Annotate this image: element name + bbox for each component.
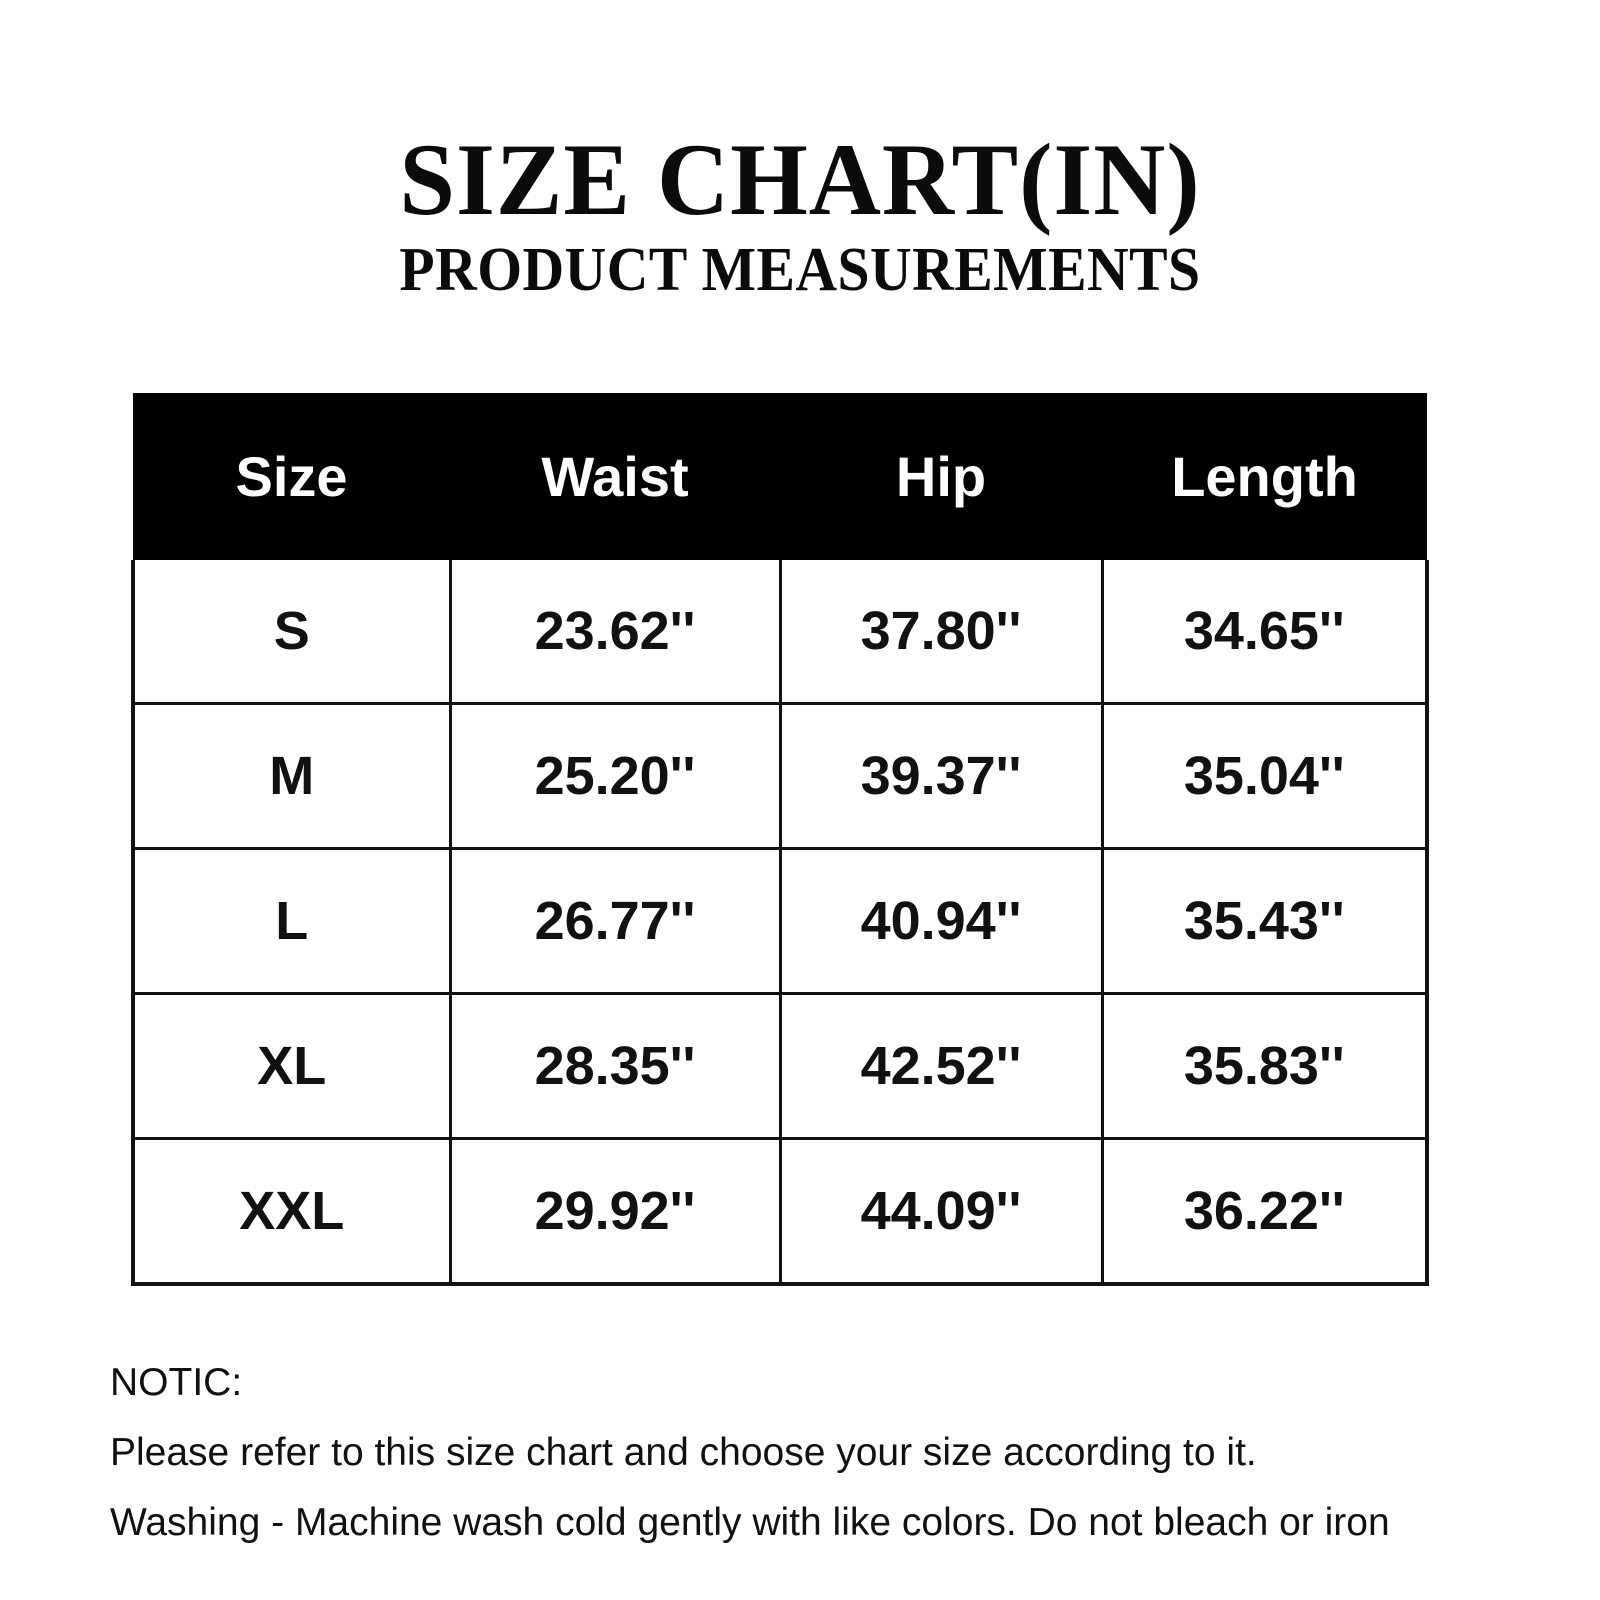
column-header-size: Size [133,393,450,560]
table-row: M 25.20'' 39.37'' 35.04'' [131,702,1429,850]
cell-size: XXL [131,1137,452,1286]
cell-waist: 29.92'' [448,1137,782,1286]
table-header: Size Waist Hip Length [133,393,1427,560]
column-header-waist: Waist [450,393,780,560]
table-row: S 23.62'' 37.80'' 34.65'' [131,560,1429,705]
cell-waist: 23.62'' [448,560,782,705]
cell-hip: 40.94'' [778,847,1104,995]
page-subtitle: PRODUCT MEASUREMENTS [399,236,1201,305]
cell-waist: 26.77'' [448,847,782,995]
cell-waist: 25.20'' [448,702,782,850]
cell-size: XL [131,992,452,1140]
cell-length: 35.83'' [1100,992,1429,1140]
cell-waist: 28.35'' [448,992,782,1140]
table-header-row: Size Waist Hip Length [133,393,1427,560]
cell-size: S [131,560,452,705]
cell-length: 34.65'' [1100,560,1429,705]
notice-heading: NOTIC: [110,1361,243,1404]
title-block: SIZE CHART(IN) PRODUCT MEASUREMENTS [0,123,1600,305]
notice-line-washing: Washing - Machine wash cold gently with … [110,1501,1390,1544]
column-header-hip: Hip [780,393,1102,560]
column-header-length: Length [1102,393,1427,560]
cell-length: 35.04'' [1100,702,1429,850]
cell-hip: 39.37'' [778,702,1104,850]
cell-hip: 37.80'' [778,560,1104,705]
cell-size: M [131,702,452,850]
table-body: S 23.62'' 37.80'' 34.65'' M 25.20'' 39.3… [131,560,1429,1286]
notice-block: NOTIC: Please refer to this size chart a… [110,1348,1510,1558]
cell-size: L [131,847,452,995]
table-row: XXL 29.92'' 44.09'' 36.22'' [131,1137,1429,1286]
size-chart-table: Size Waist Hip Length S 23.62'' 37.80'' … [131,393,1429,1286]
cell-length: 36.22'' [1100,1137,1429,1286]
notice-line-sizing: Please refer to this size chart and choo… [110,1431,1257,1474]
cell-hip: 42.52'' [778,992,1104,1140]
cell-hip: 44.09'' [778,1137,1104,1286]
table-row: L 26.77'' 40.94'' 35.43'' [131,847,1429,995]
cell-length: 35.43'' [1100,847,1429,995]
table-row: XL 28.35'' 42.52'' 35.83'' [131,992,1429,1140]
page-title: SIZE CHART(IN) [399,123,1201,237]
